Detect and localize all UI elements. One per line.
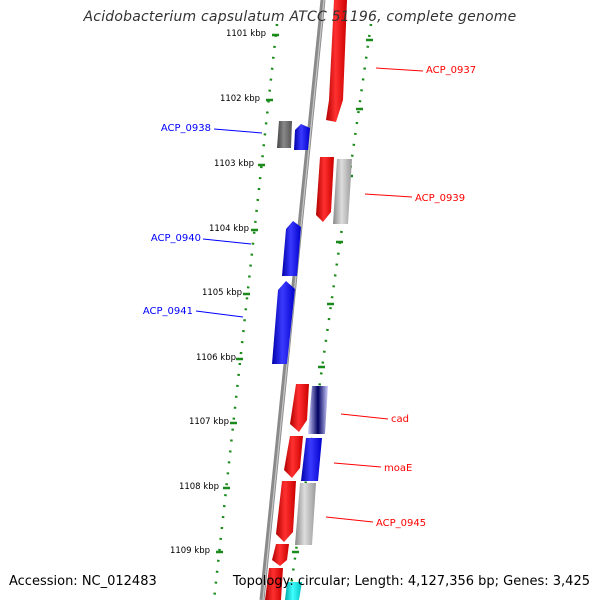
topology-text: Topology: circular; Length: 4,127,356 bp… (232, 574, 590, 589)
gene-acp0937[interactable] (326, 0, 347, 122)
label-acp0941[interactable]: ACP_0941 (143, 306, 193, 317)
label-acp0938[interactable]: ACP_0938 (161, 123, 211, 134)
leader-acp0945 (325, 516, 374, 523)
inner-ruler-ticks (216, 33, 279, 554)
gene-bottom-red[interactable] (272, 544, 289, 566)
gene-acp0945[interactable] (295, 483, 316, 545)
leader-acp0940 (202, 238, 252, 245)
label-acp0945[interactable]: ACP_0945 (376, 518, 426, 529)
leader-acp0939 (364, 193, 413, 198)
gene-bottom-cyan[interactable] (285, 582, 302, 600)
kbp-label-1109: 1109 kbp (170, 546, 210, 556)
inner-ruler-dots (212, 23, 279, 600)
gene-acp0941[interactable] (272, 281, 295, 364)
kbp-label-1106: 1106 kbp (196, 353, 236, 363)
gene-acp0938-grey[interactable] (277, 121, 292, 148)
gene-acp0939-grey[interactable] (333, 159, 352, 224)
label-acp0937[interactable]: ACP_0937 (426, 65, 476, 76)
gene-cad-navy[interactable] (308, 386, 328, 434)
leader-acp0937 (375, 67, 424, 72)
leader-moae (333, 462, 382, 468)
accession-text: Accession: NC_012483 (9, 574, 157, 589)
gene-acp0945-red[interactable] (276, 481, 296, 542)
label-moae[interactable]: moaE (384, 463, 412, 474)
leader-acp0938 (213, 128, 263, 134)
label-acp0940[interactable]: ACP_0940 (151, 233, 201, 244)
gene-cad[interactable] (290, 384, 309, 432)
gene-bottom-red-2[interactable] (265, 568, 283, 600)
kbp-label-1108: 1108 kbp (179, 482, 219, 492)
gene-moae[interactable] (301, 438, 322, 481)
label-acp0939[interactable]: ACP_0939 (415, 193, 465, 204)
gene-moae-red[interactable] (284, 436, 303, 478)
kbp-label-1101: 1101 kbp (226, 29, 266, 39)
leader-cad (340, 413, 389, 420)
kbp-label-1104: 1104 kbp (209, 224, 249, 234)
kbp-label-1103: 1103 kbp (214, 159, 254, 169)
label-cad[interactable]: cad (391, 414, 409, 425)
kbp-label-1102: 1102 kbp (220, 94, 260, 104)
gene-acp0939[interactable] (316, 157, 334, 222)
page-title: Acidobacterium capsulatum ATCC 51196, co… (83, 9, 517, 25)
gene-acp0938[interactable] (294, 124, 310, 150)
leader-acp0941 (195, 310, 244, 318)
kbp-label-1105: 1105 kbp (202, 288, 242, 298)
outer-ruler-ticks (292, 38, 373, 554)
kbp-label-1107: 1107 kbp (189, 417, 229, 427)
gene-acp0940[interactable] (282, 221, 301, 276)
